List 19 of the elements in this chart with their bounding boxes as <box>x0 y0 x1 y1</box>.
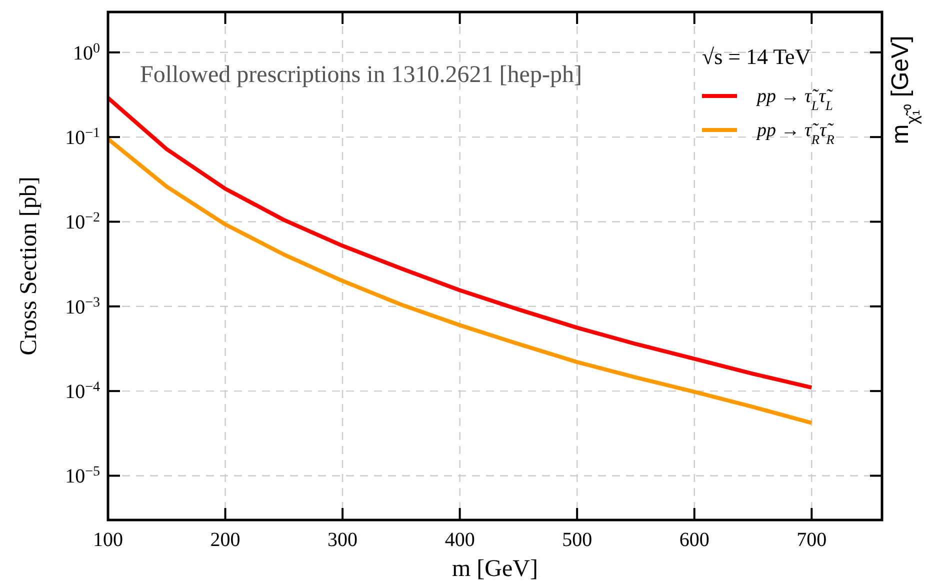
legend-label: pp → τ̃$_{R}$τ̃$_{R}$ <box>755 120 834 146</box>
x-tick-label: 200 <box>210 529 240 551</box>
legend-title: √s = 14 TeV <box>702 44 811 69</box>
x-tick-label: 400 <box>444 529 475 551</box>
y-tick-label: 10$^{−2}$ <box>65 210 100 234</box>
y-axis-title: Cross Section [pb] <box>16 176 42 356</box>
y-tick-label: 10$^{0}$ <box>73 40 100 64</box>
x-tick-label: 500 <box>562 529 592 551</box>
y-tick-label: 10$^{−1}$ <box>65 126 100 150</box>
y-tick-label: 10$^{−4}$ <box>65 380 100 404</box>
x-tick-label: 300 <box>328 529 358 551</box>
x-tick-label: 700 <box>796 529 827 551</box>
y-tick-label: 10$^{−3}$ <box>65 294 100 318</box>
y-tick-label: 10$^{−5}$ <box>65 464 100 488</box>
x-axis-title: m [GeV] <box>452 556 538 582</box>
annotation: Followed prescriptions in 1310.2621 [hep-ph] <box>140 62 582 88</box>
legend-label: pp → τ̃$_{L}$τ̃$_{L}$ <box>755 86 834 112</box>
x-tick-label: 100 <box>93 529 123 551</box>
x-tick-label: 600 <box>679 529 710 551</box>
